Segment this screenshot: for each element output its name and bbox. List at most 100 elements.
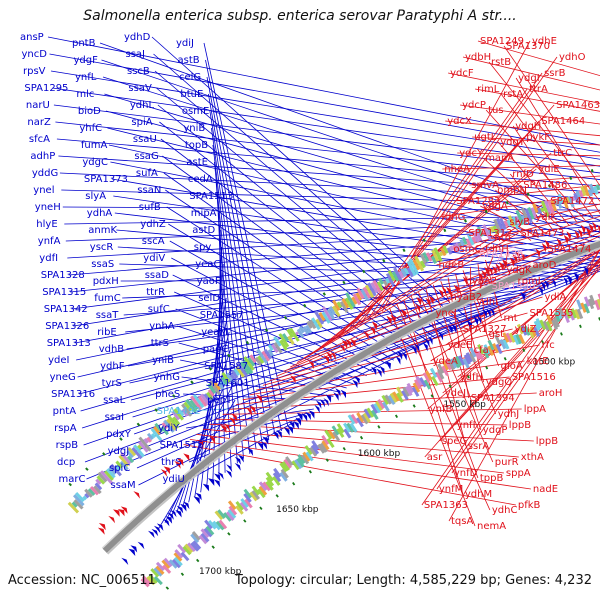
gene-label: yhfC: [79, 123, 102, 134]
feature-band: [520, 214, 527, 225]
feature-band: [595, 184, 600, 191]
feature-band: [168, 559, 178, 569]
reverse-gene-arrow: [566, 231, 572, 241]
feature-band: [332, 305, 341, 318]
feature-band: [482, 348, 490, 359]
feature-band: [535, 318, 543, 329]
leader-line: [303, 216, 534, 359]
forward-gene-arrow: [371, 366, 377, 376]
feature-band: [530, 207, 538, 219]
forward-gene-arrow: [563, 276, 568, 286]
gene-label: cedA: [188, 174, 213, 185]
gene-label: xthA: [521, 452, 544, 463]
leader-line: [163, 172, 415, 350]
leader-line: [262, 312, 528, 386]
gene-label: ydhF: [100, 361, 125, 372]
feature-band: [73, 494, 85, 507]
leader-line: [49, 53, 600, 153]
reverse-gene-arrow: [113, 509, 120, 517]
reverse-gene-arrow: [484, 267, 490, 277]
feature-band: [583, 296, 591, 307]
feature-band: [200, 532, 210, 543]
feature-band: [406, 260, 417, 277]
feature-band: [94, 482, 103, 491]
feature-band: [370, 282, 379, 294]
feature-band: [110, 463, 122, 477]
feature-band: [533, 326, 541, 338]
tick-dot: [68, 482, 72, 487]
gene-label: pntA: [53, 406, 77, 417]
leader-line: [472, 136, 600, 146]
reverse-gene-arrow: [326, 351, 332, 361]
forward-gene-arrow: [193, 496, 200, 505]
feature-band: [326, 437, 335, 449]
reverse-gene-arrow: [229, 417, 236, 426]
leader-line: [47, 36, 600, 146]
feature-band: [97, 471, 108, 483]
feature-band: [190, 395, 203, 411]
leader-line: [460, 247, 600, 330]
feature-band: [146, 575, 156, 586]
feature-band: [471, 236, 477, 243]
feature-band: [327, 429, 336, 440]
feature-band: [208, 380, 221, 396]
feature-band: [449, 245, 455, 252]
tick-dot: [547, 184, 551, 188]
feature-band: [280, 468, 289, 479]
feature-band: [298, 326, 305, 334]
feature-band: [197, 395, 208, 407]
gene-label: aroH: [539, 388, 563, 399]
forward-gene-arrow: [225, 470, 232, 478]
feature-band: [185, 398, 197, 413]
feature-band: [346, 422, 355, 433]
feature-band: [191, 531, 201, 541]
gene-label: rspB: [56, 440, 79, 451]
feature-band: [249, 354, 257, 364]
feature-band: [431, 249, 440, 262]
leader-line: [157, 104, 443, 335]
gene-label: ydhL: [130, 100, 155, 111]
feature-band: [580, 186, 587, 197]
gene-label: ydgF: [74, 55, 99, 66]
gene-label: thrS: [161, 457, 182, 468]
feature-band: [146, 432, 154, 441]
feature-band: [571, 195, 576, 202]
feature-band: [360, 288, 370, 302]
feature-band: [515, 209, 525, 226]
forward-gene-arrow: [208, 478, 215, 486]
feature-band: [180, 551, 190, 562]
leader-line: [448, 232, 600, 298]
leader-line: [310, 200, 549, 354]
gene-label: hlyE: [36, 219, 57, 230]
feature-band: [332, 431, 341, 442]
leader-line: [421, 248, 600, 506]
feature-band: [243, 492, 252, 503]
forward-gene-arrow: [354, 375, 360, 385]
reverse-gene-arrow: [363, 330, 369, 340]
tick-dot: [322, 292, 326, 296]
gene-label: ssaS: [91, 259, 114, 270]
forward-gene-arrow: [540, 281, 546, 291]
feature-band: [282, 333, 290, 342]
reverse-gene-arrow: [177, 458, 184, 466]
gene-label: ttrC: [553, 148, 572, 159]
feature-band: [366, 407, 375, 418]
leader-line: [454, 268, 600, 426]
feature-band: [138, 436, 152, 452]
reverse-gene-arrow: [462, 276, 468, 286]
gene-label: cfa: [474, 345, 489, 356]
forward-gene-arrow: [473, 316, 479, 326]
leader-line: [462, 270, 499, 367]
feature-band: [93, 485, 102, 495]
forward-gene-arrow: [234, 456, 241, 465]
leader-line: [174, 291, 367, 377]
feature-band: [364, 284, 375, 299]
forward-gene-arrow: [573, 272, 579, 282]
feature-band: [189, 399, 199, 411]
feature-band: [150, 432, 157, 439]
feature-band: [308, 319, 317, 330]
gene-label: tus: [488, 105, 503, 116]
feature-band: [256, 348, 269, 365]
reverse-gene-arrow: [588, 223, 594, 233]
forward-gene-arrow: [486, 308, 491, 318]
